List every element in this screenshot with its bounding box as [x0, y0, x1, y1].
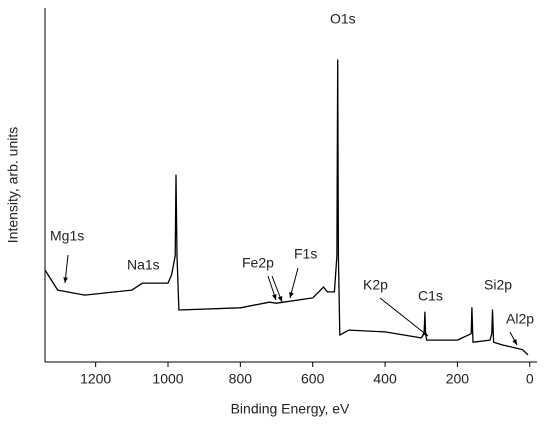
- arrow-head: [272, 294, 277, 300]
- x-axis-label: Binding Energy, eV: [231, 401, 350, 417]
- x-tick-label: 0: [526, 371, 534, 387]
- spectrum-line: [44, 59, 529, 356]
- x-tick-label: 600: [301, 371, 325, 387]
- peak-label: C1s: [418, 288, 443, 304]
- x-tick-label: 1000: [152, 371, 183, 387]
- arrow-head: [289, 292, 294, 298]
- arrow-head: [422, 330, 428, 336]
- peak-label: F1s: [294, 246, 317, 262]
- peak-label: Si2p: [484, 277, 512, 293]
- arrow-head: [277, 296, 283, 302]
- arrow-head: [63, 277, 68, 283]
- peak-label: Na1s: [127, 257, 160, 273]
- peak-label: Mg1s: [50, 228, 84, 244]
- x-tick-label: 200: [446, 371, 470, 387]
- peak-label: Al2p: [506, 311, 534, 327]
- peak-label: K2p: [363, 277, 388, 293]
- peak-label: Fe2p: [242, 255, 274, 271]
- peak-label: O1s: [330, 11, 356, 27]
- peak-arrow: [379, 297, 429, 337]
- x-tick-label: 800: [229, 371, 253, 387]
- x-tick-label: 1200: [80, 371, 111, 387]
- x-tick-label: 400: [373, 371, 397, 387]
- arrow-head: [512, 339, 517, 345]
- y-axis-label: Intensity, arb. units: [5, 127, 21, 243]
